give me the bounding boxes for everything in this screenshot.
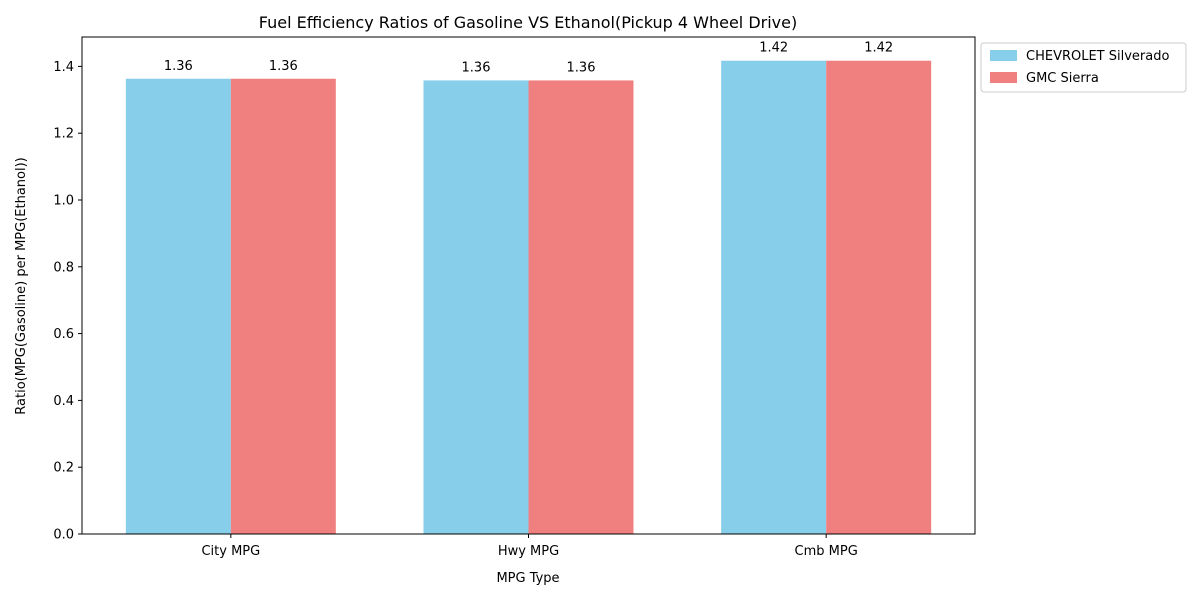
data-labels-layer: 1.36 1.36 1.42 1.36 1.36 1.42	[164, 41, 893, 76]
bar-gmc-sierra-city-mpg	[230, 78, 336, 534]
y-tick-label: 0.4	[53, 394, 74, 409]
y-axis: 0.0 0.2 0.4 0.6 0.8 1.0 1.2 1.4	[53, 60, 82, 543]
chart-title: Fuel Efficiency Ratios of Gasoline VS Et…	[259, 13, 797, 32]
legend-swatch-chevrolet-silverado	[990, 50, 1017, 61]
bar-gmc-sierra-cmb-mpg	[826, 60, 932, 535]
bar-gmc-sierra-hwy-mpg	[528, 80, 634, 535]
bar-chevrolet-silverado-hwy-mpg	[423, 80, 529, 535]
bars-layer	[125, 60, 932, 535]
data-label-chevrolet-silverado-hwy-mpg: 1.36	[462, 60, 491, 75]
legend-label-chevrolet-silverado: CHEVROLET Silverado	[1026, 49, 1169, 64]
legend-label-gmc-sierra: GMC Sierra	[1026, 71, 1099, 86]
y-tick-label: 1.0	[53, 193, 74, 208]
legend-swatch-gmc-sierra	[990, 72, 1017, 83]
y-tick-label: 0.2	[53, 461, 74, 476]
data-label-gmc-sierra-city-mpg: 1.36	[269, 59, 298, 74]
bar-chevrolet-silverado-city-mpg	[125, 78, 231, 534]
x-axis: City MPG Hwy MPG Cmb MPG	[201, 534, 858, 559]
data-label-chevrolet-silverado-city-mpg: 1.36	[164, 59, 193, 74]
y-tick-label: 0.6	[53, 327, 74, 342]
data-label-chevrolet-silverado-cmb-mpg: 1.42	[759, 41, 788, 56]
legend: CHEVROLET Silverado GMC Sierra	[980, 42, 1187, 93]
x-tick-label-city-mpg: City MPG	[201, 544, 260, 559]
data-label-gmc-sierra-hwy-mpg: 1.36	[567, 60, 596, 75]
x-axis-label: MPG Type	[496, 571, 559, 586]
data-label-gmc-sierra-cmb-mpg: 1.42	[864, 41, 893, 56]
y-tick-label: 0.0	[53, 528, 74, 543]
y-tick-label: 1.2	[53, 127, 74, 142]
legend-frame	[980, 42, 1187, 93]
x-tick-label-hwy-mpg: Hwy MPG	[498, 544, 559, 559]
y-tick-label: 0.8	[53, 260, 74, 275]
y-tick-label: 1.4	[53, 60, 74, 75]
y-axis-label: Ratio(MPG(Gasoline) per MPG(Ethanol))	[14, 157, 29, 414]
x-tick-label-cmb-mpg: Cmb MPG	[795, 544, 858, 559]
bar-chevrolet-silverado-cmb-mpg	[721, 60, 827, 535]
